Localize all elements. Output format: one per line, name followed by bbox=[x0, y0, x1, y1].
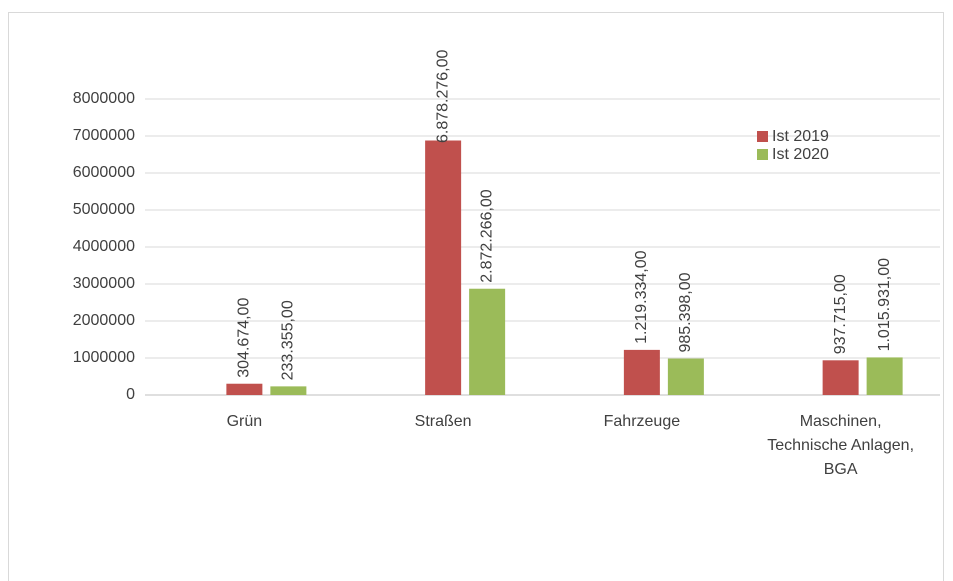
data-label: 2.872.266,00 bbox=[478, 189, 495, 283]
y-tick-label: 6000000 bbox=[73, 164, 135, 181]
y-tick-label: 5000000 bbox=[73, 201, 135, 218]
bar bbox=[226, 383, 263, 395]
y-tick-label: 7000000 bbox=[73, 127, 135, 144]
chart-border bbox=[8, 12, 944, 581]
legend-swatch bbox=[757, 149, 768, 160]
y-tick-label: 0 bbox=[126, 386, 135, 403]
y-tick-label: 2000000 bbox=[73, 312, 135, 329]
data-label: 233.355,00 bbox=[280, 300, 297, 380]
y-tick-label: 3000000 bbox=[73, 275, 135, 292]
legend-swatch bbox=[757, 131, 768, 142]
y-tick-label: 4000000 bbox=[73, 238, 135, 255]
legend-label: Ist 2019 bbox=[772, 128, 829, 145]
bar bbox=[270, 386, 307, 395]
bar bbox=[866, 357, 903, 395]
x-tick-label: Fahrzeuge bbox=[603, 413, 681, 430]
legend-label: Ist 2020 bbox=[772, 146, 829, 163]
bar bbox=[425, 140, 462, 395]
x-tick-label: Grün bbox=[226, 413, 263, 430]
data-label: 1.015.931,00 bbox=[876, 258, 893, 352]
bar bbox=[667, 358, 704, 395]
x-tick-label: Maschinen, Technische Anlagen, BGA bbox=[767, 413, 915, 478]
data-label: 1.219.334,00 bbox=[633, 250, 650, 344]
bar bbox=[469, 288, 506, 395]
data-label: 304.674,00 bbox=[236, 298, 253, 378]
data-label: 937.715,00 bbox=[832, 274, 849, 354]
data-label: 6.878.276,00 bbox=[434, 49, 451, 143]
y-tick-label: 1000000 bbox=[73, 349, 135, 366]
bar bbox=[822, 360, 859, 395]
y-tick-label: 8000000 bbox=[73, 90, 135, 107]
data-label: 985.398,00 bbox=[677, 272, 694, 352]
x-tick-label: Straßen bbox=[414, 413, 472, 430]
bar bbox=[623, 349, 660, 395]
